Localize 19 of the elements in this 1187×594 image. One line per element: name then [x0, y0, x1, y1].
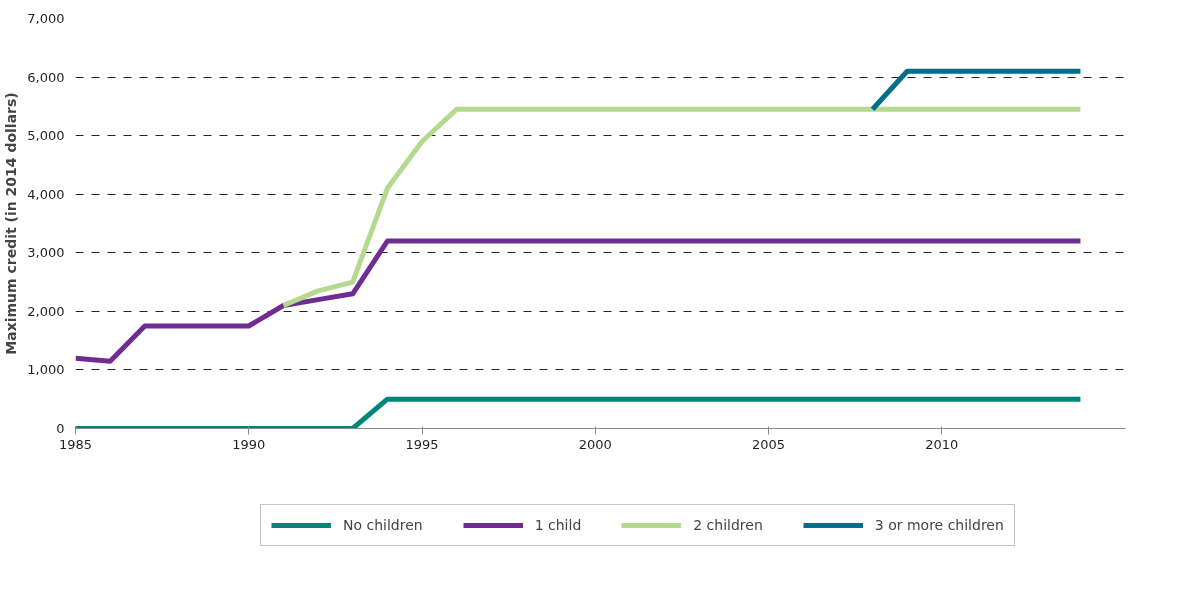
y-tick-label: 7,000 — [27, 11, 65, 26]
y-tick-label: 5,000 — [27, 128, 65, 144]
x-tick-label: 2005 — [752, 436, 786, 452]
legend-label: 1 child — [534, 517, 582, 533]
y-tick-label: 3,000 — [27, 245, 65, 261]
legend-label: 2 children — [693, 517, 763, 533]
x-tick-label: 1985 — [58, 436, 93, 452]
x-tick-label: 2010 — [925, 436, 959, 452]
y-tick-label: 2,000 — [27, 303, 65, 319]
y-tick-label: 4,000 — [27, 186, 65, 202]
x-tick-label: 2000 — [578, 436, 612, 452]
y-tick-label: 1,000 — [27, 362, 65, 378]
y-tick-label: 6,000 — [27, 69, 65, 85]
x-tick-label: 1990 — [232, 436, 266, 452]
x-tick-label: 1995 — [405, 436, 439, 452]
legend-label: No children — [343, 517, 423, 533]
legend-label: 3 or more children — [874, 517, 1004, 533]
y-axis-title: Maximum credit (in 2014 dollars) — [3, 92, 20, 355]
y-tick-label: 0 — [56, 421, 65, 436]
